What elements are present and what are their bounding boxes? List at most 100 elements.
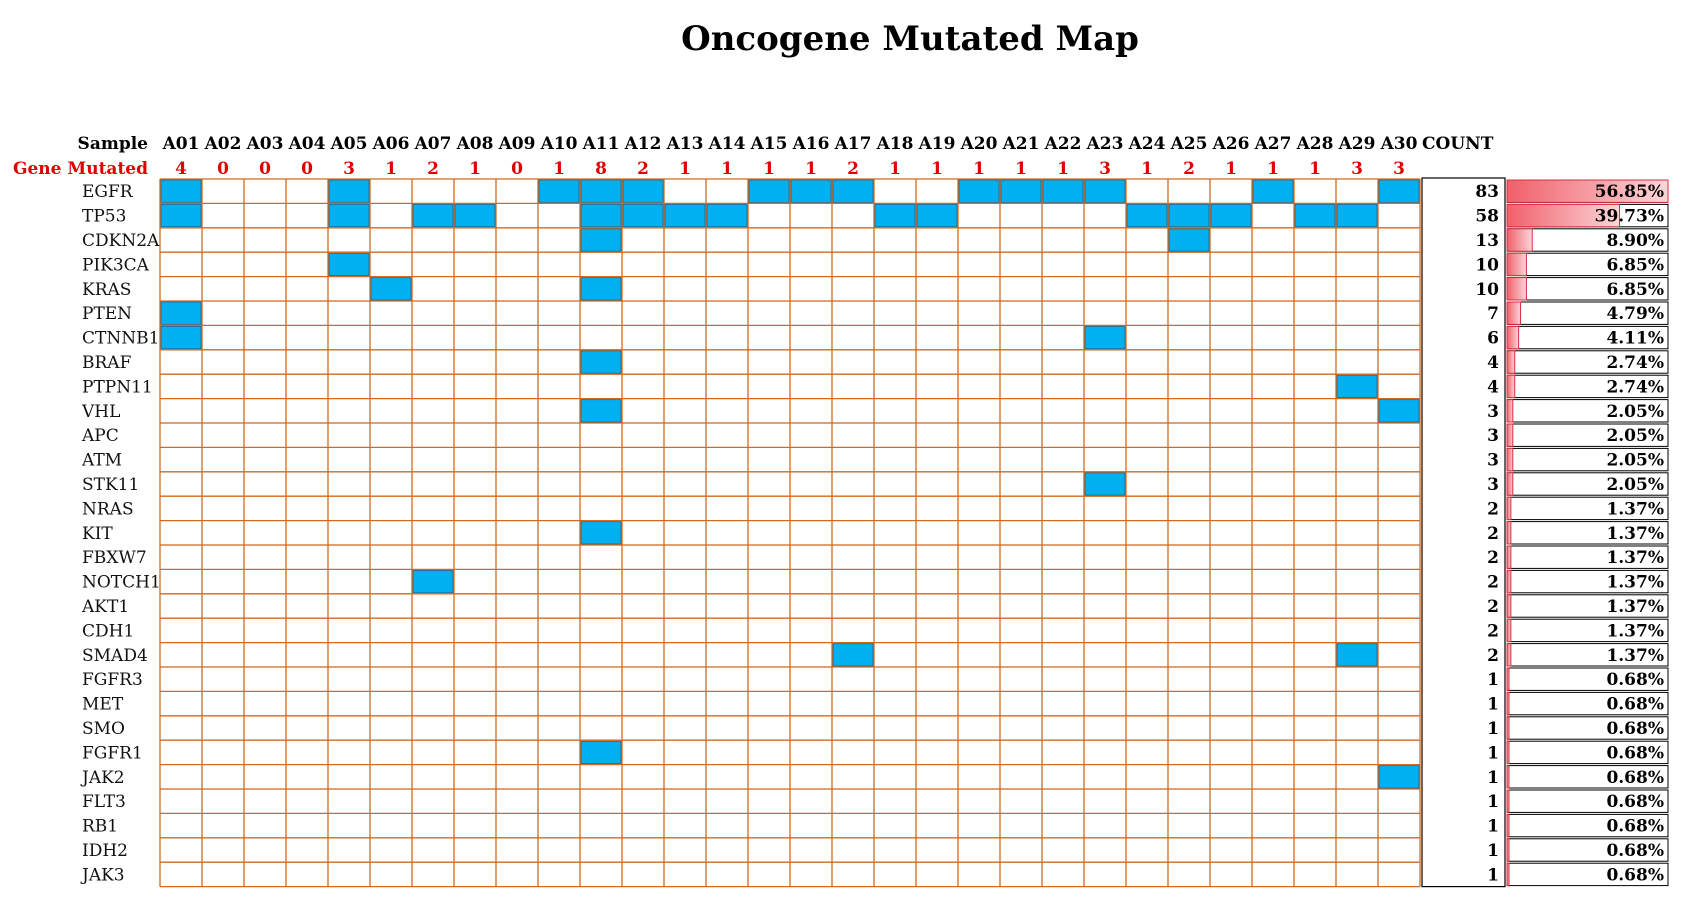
gene-mutated-count: 1	[1267, 159, 1279, 179]
count-value: 1	[1487, 670, 1499, 690]
sample-label: A09	[498, 134, 536, 154]
mutation-cell-egfr-a21	[1000, 179, 1042, 203]
percent-label: 1.37%	[1606, 524, 1664, 544]
mutation-cell-tp53-a18	[874, 203, 916, 228]
mutation-cell-cdkn2a-a25	[1168, 228, 1210, 252]
percent-label: 0.68%	[1606, 841, 1664, 861]
gene-mutated-count: 1	[385, 159, 397, 179]
percent-bar	[1506, 643, 1512, 667]
sample-label: A15	[750, 134, 788, 154]
count-value: 1	[1487, 768, 1499, 788]
mutation-cell-kras-a06	[370, 277, 412, 301]
percent-label: 0.68%	[1606, 865, 1664, 885]
mutation-cell-tp53-a12	[622, 203, 664, 228]
gene-label: JAK2	[80, 768, 125, 788]
mutation-cell-vhl-a11	[580, 399, 622, 423]
mutation-cell-tp53-a14	[706, 203, 748, 228]
gene-label: ATM	[81, 451, 122, 471]
mutation-cell-egfr-a23	[1084, 179, 1126, 203]
sample-label: A07	[414, 134, 452, 154]
gene-mutated-count: 1	[1225, 159, 1237, 179]
gene-label: CDH1	[82, 621, 134, 641]
percent-label: 2.05%	[1606, 451, 1664, 471]
sample-label: A28	[1296, 134, 1334, 154]
gene-label: JAK3	[80, 865, 125, 885]
gene-label: MET	[82, 695, 124, 715]
percent-bar	[1506, 399, 1514, 423]
sample-label: A08	[456, 134, 494, 154]
gene-mutated-count: 1	[931, 159, 943, 179]
count-column-box	[1421, 177, 1506, 888]
mutation-cell-pik3ca-a05	[328, 252, 370, 277]
count-value: 4	[1487, 377, 1499, 397]
mutation-cell-egfr-a16	[790, 179, 832, 203]
percent-bar	[1506, 252, 1527, 277]
percent-bar	[1506, 179, 1669, 203]
count-value: 3	[1487, 402, 1499, 422]
percent-bar	[1506, 203, 1621, 228]
gene-mutated-count: 1	[805, 159, 817, 179]
count-value: 10	[1475, 280, 1499, 300]
gene-label: VHL	[81, 402, 120, 422]
percent-label: 0.68%	[1606, 817, 1664, 837]
gene-mutated-count: 1	[1015, 159, 1027, 179]
mutation-cell-egfr-a22	[1042, 179, 1084, 203]
gene-mutated-count: 4	[175, 159, 187, 179]
gene-label: KIT	[82, 524, 113, 544]
gene-label: CDKN2A	[82, 231, 160, 251]
chart-title: Oncogene Mutated Map	[681, 19, 1139, 59]
percent-label: 1.37%	[1606, 548, 1664, 568]
sample-label: A13	[666, 134, 704, 154]
mutation-cell-tp53-a28	[1294, 203, 1336, 228]
percent-label: 1.37%	[1606, 499, 1664, 519]
heatmap-labels: A01 4 A02 0 A03 0 A04 0 A05 3 A06 1 A07 2 A08 1 A09 0 A10 1…	[80, 134, 1494, 885]
mutation-cell-egfr-a01	[160, 179, 202, 203]
mutation-cell-egfr-a27	[1252, 179, 1294, 203]
count-value: 1	[1487, 817, 1499, 837]
sample-label: A30	[1380, 134, 1418, 154]
mutation-cell-egfr-a15	[748, 179, 790, 203]
percent-bar	[1506, 325, 1520, 350]
mutation-cell-pten-a01	[160, 301, 202, 325]
gene-label: TP53	[82, 207, 126, 227]
sample-label: A18	[876, 134, 914, 154]
mutation-cell-vhl-a30	[1378, 399, 1420, 423]
gene-mutated-count: 0	[259, 159, 271, 179]
mutation-cell-tp53-a11	[580, 203, 622, 228]
percent-label: 2.74%	[1606, 353, 1664, 373]
percent-bar	[1506, 618, 1512, 643]
percent-bar	[1506, 350, 1516, 374]
mutation-cell-egfr-a20	[958, 179, 1000, 203]
percent-label: 56.85%	[1595, 182, 1664, 202]
mutation-cell-tp53-a08	[454, 203, 496, 228]
count-value: 1	[1487, 719, 1499, 739]
count-value: 6	[1487, 329, 1499, 349]
gene-label: EGFR	[82, 182, 134, 202]
mutation-cell-smad4-a17	[832, 643, 874, 667]
percent-bar	[1506, 447, 1514, 472]
mutation-cell-kras-a11	[580, 277, 622, 301]
percent-bar	[1506, 740, 1510, 765]
gene-mutated-count: 2	[1183, 159, 1195, 179]
percent-bar	[1506, 691, 1510, 716]
percent-bar	[1506, 496, 1512, 521]
mutation-cell-braf-a11	[580, 350, 622, 374]
sample-label: A01	[162, 134, 200, 154]
sample-label: A11	[582, 134, 620, 154]
mutation-cell-tp53-a13	[664, 203, 706, 228]
percent-label: 0.68%	[1606, 695, 1664, 715]
gene-mutated-count: 1	[973, 159, 985, 179]
gene-label: PIK3CA	[82, 255, 150, 275]
sample-label: A21	[1002, 134, 1040, 154]
gene-label: SMAD4	[82, 646, 148, 666]
gene-label: FGFR3	[82, 670, 143, 690]
gene-mutated-count: 1	[1141, 159, 1153, 179]
mutation-cell-egfr-a05	[328, 179, 370, 203]
percent-label: 2.05%	[1606, 402, 1664, 422]
count-value: 2	[1487, 499, 1499, 519]
count-value: 7	[1487, 304, 1499, 324]
mutation-cell-fgfr1-a11	[580, 740, 622, 765]
percent-bar	[1506, 472, 1514, 496]
percent-label: 1.37%	[1606, 646, 1664, 666]
